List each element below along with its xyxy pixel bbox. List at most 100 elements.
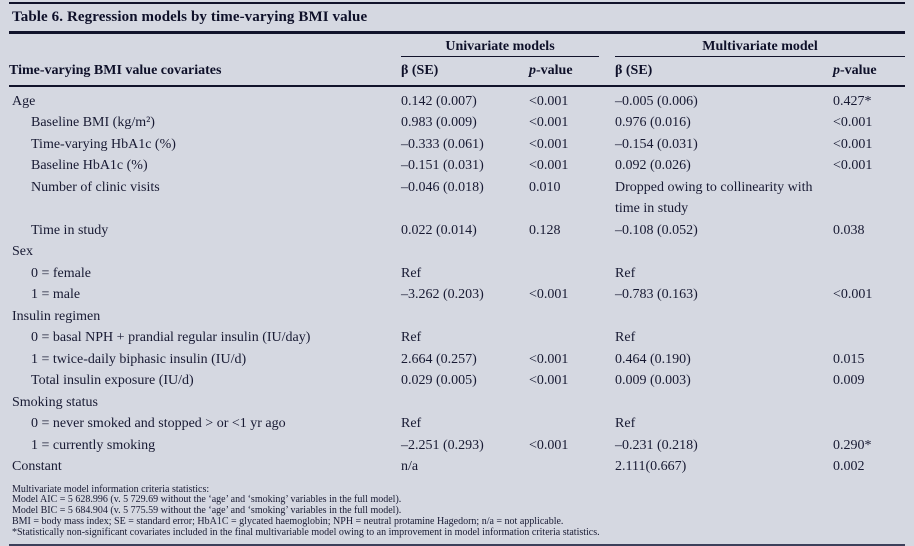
multi-p-cell: 0.038	[833, 222, 865, 238]
uni-p-cell: <0.001	[529, 287, 569, 302]
uni-p-cell: <0.001	[529, 437, 569, 453]
footnote-abbreviations: BMI = body mass index; SE = standard err…	[12, 515, 564, 527]
multi-beta-cell: Ref	[615, 265, 636, 281]
uni-beta-cell: –2.251 (0.293)	[401, 437, 484, 453]
multi-p-cell	[833, 241, 905, 263]
column-header-row: Time-varying BMI value covariates β (SE)…	[9, 57, 906, 87]
regression-table: Univariate models Multivariate model Tim…	[9, 34, 906, 478]
multivariate-p-header: p-value	[833, 57, 906, 87]
multi-beta-cell: Ref	[615, 416, 636, 431]
uni-beta-cell: 0.983 (0.009)	[401, 115, 477, 130]
footnote-aic: Model AIC = 5 628.996 (v. 5 729.69 witho…	[12, 494, 402, 506]
uni-p-cell: 0.128	[529, 222, 561, 238]
section-row: Sex	[9, 241, 905, 263]
section-row: Insulin regimen	[9, 306, 905, 328]
uni-p-cell	[529, 392, 615, 414]
multi-p-cell: 0.002	[833, 459, 865, 474]
multi-p-cell: <0.001	[833, 158, 873, 173]
uni-beta-cell: Ref	[401, 416, 422, 431]
table-row: Total insulin exposure (IU/d) 0.029 (0.0…	[9, 370, 905, 392]
multi-beta-cell	[615, 241, 833, 263]
table-row: Baseline HbA1c (%) –0.151 (0.031) <0.001…	[9, 155, 905, 177]
row-label: Time in study	[31, 222, 109, 238]
group-header-row: Univariate models Multivariate model	[9, 34, 906, 57]
multi-p-cell: <0.001	[833, 287, 873, 302]
uni-p-cell	[529, 327, 615, 349]
multi-p-cell	[833, 263, 905, 285]
uni-p-cell	[529, 241, 615, 263]
uni-beta-cell: 2.664 (0.257)	[401, 351, 477, 367]
footnote-criteria-heading: Multivariate model information criteria …	[12, 483, 210, 495]
univariate-group-header: Univariate models	[401, 38, 600, 57]
top-rule	[9, 2, 905, 4]
multi-p-cell: 0.009	[833, 373, 865, 388]
group-header-spacer	[9, 34, 401, 57]
row-label: Constant	[12, 459, 62, 474]
uni-beta-cell	[401, 241, 529, 263]
multi-beta-cell: 0.464 (0.190)	[615, 351, 691, 367]
uni-beta-cell: –0.046 (0.018)	[401, 179, 484, 195]
multi-p-cell: <0.001	[833, 115, 873, 130]
multi-beta-cell: –0.154 (0.031)	[615, 136, 698, 152]
uni-p-cell: <0.001	[529, 93, 569, 109]
uni-p-cell: <0.001	[529, 136, 569, 152]
covariates-column-header: Time-varying BMI value covariates	[9, 57, 401, 87]
multi-p-cell: 0.427*	[833, 93, 872, 109]
multi-beta-cell: 0.976 (0.016)	[615, 115, 691, 130]
section-label: Insulin regimen	[12, 308, 101, 324]
table-row: Baseline BMI (kg/m²) 0.983 (0.009) <0.00…	[9, 112, 905, 134]
title-rule	[9, 31, 905, 34]
multi-p-cell	[833, 413, 905, 435]
uni-p-cell: 0.010	[529, 179, 561, 195]
multi-p-cell: 0.290*	[833, 437, 872, 453]
table-row: Constant n/a 2.111(0.667) 0.002	[9, 456, 905, 478]
uni-p-cell	[529, 413, 615, 435]
table-title: Table 6. Regression models by time-varyi…	[12, 9, 368, 25]
row-label: 0 = basal NPH + prandial regular insulin…	[31, 330, 311, 345]
table-row: Number of clinic visits –0.046 (0.018) 0…	[9, 177, 905, 220]
uni-p-cell: <0.001	[529, 351, 569, 367]
multi-p-cell: <0.001	[833, 136, 873, 152]
uni-beta-cell: 0.022 (0.014)	[401, 222, 477, 238]
multi-beta-cell: 2.111(0.667)	[615, 459, 687, 474]
table-row: 0 = female Ref Ref	[9, 263, 905, 285]
multivariate-group-header: Multivariate model	[615, 38, 906, 57]
multi-beta-cell: –0.108 (0.052)	[615, 222, 698, 238]
footnote-bic: Model BIC = 5 684.904 (v. 5 775.59 witho…	[12, 505, 402, 517]
uni-p-cell	[529, 306, 615, 328]
uni-p-cell	[529, 456, 615, 478]
row-label: 1 = currently smoking	[31, 437, 156, 453]
multi-p-cell	[833, 306, 905, 328]
uni-beta-cell: Ref	[401, 330, 422, 345]
row-label: Age	[12, 93, 36, 109]
uni-beta-cell: Ref	[401, 265, 422, 281]
row-label: 1 = male	[31, 287, 81, 302]
uni-beta-cell: n/a	[401, 459, 419, 474]
row-label: 0 = never smoked and stopped > or <1 yr …	[31, 416, 286, 431]
multi-beta-cell: Ref	[615, 330, 636, 345]
multi-p-cell: 0.015	[833, 351, 865, 367]
multi-p-cell	[833, 177, 905, 220]
table-row: Time-varying HbA1c (%) –0.333 (0.061) <0…	[9, 134, 905, 156]
multi-beta-cell: 0.009 (0.003)	[615, 373, 691, 388]
multi-p-cell	[833, 327, 905, 349]
row-label: Baseline HbA1c (%)	[31, 158, 148, 173]
uni-p-cell	[529, 263, 615, 285]
table-row: 0 = never smoked and stopped > or <1 yr …	[9, 413, 905, 435]
uni-beta-cell	[401, 392, 529, 414]
table-row: 1 = twice-daily biphasic insulin (IU/d) …	[9, 349, 905, 371]
row-label: Number of clinic visits	[31, 179, 160, 195]
table-row: Age 0.142 (0.007) <0.001 –0.005 (0.006) …	[9, 86, 905, 113]
multi-beta-cell: Dropped owing to collinearity with time …	[615, 179, 813, 217]
multi-beta-cell	[615, 392, 833, 414]
univariate-p-header: p-value	[529, 57, 616, 87]
univariate-beta-header: β (SE)	[401, 57, 529, 87]
uni-beta-cell	[401, 306, 529, 328]
table-row: 1 = currently smoking –2.251 (0.293) <0.…	[9, 435, 905, 457]
multi-beta-cell: –0.783 (0.163)	[615, 287, 698, 302]
footnotes: Multivariate model information criteria …	[9, 483, 905, 539]
row-label: Time-varying HbA1c (%)	[31, 136, 176, 152]
uni-beta-cell: –0.333 (0.061)	[401, 136, 484, 152]
uni-beta-cell: –0.151 (0.031)	[401, 158, 484, 173]
